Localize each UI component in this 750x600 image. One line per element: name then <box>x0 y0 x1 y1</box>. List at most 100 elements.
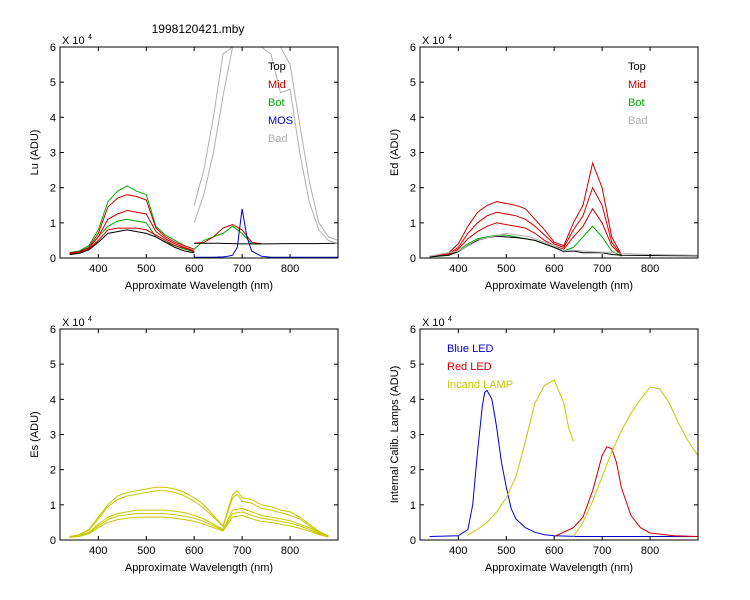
series-line-mid <box>429 161 622 257</box>
y-tick-label: 3 <box>410 430 416 442</box>
y-tick-label: 1 <box>410 500 416 512</box>
legend-entry: Top <box>628 61 646 73</box>
x-tick-label: 800 <box>281 263 299 275</box>
axis-multiplier-exponent: 4 <box>448 316 452 323</box>
y-tick-label: 5 <box>50 359 56 371</box>
series-line-bad-2 <box>193 47 338 241</box>
series-line-mid-2 <box>69 209 195 254</box>
series-line-red-led <box>553 446 698 537</box>
x-tick-label: 800 <box>281 545 299 557</box>
axis-multiplier-exponent: 4 <box>448 34 452 41</box>
series-line-es-high-2 <box>69 490 329 537</box>
x-axis-label: Approximate Wavelength (nm) <box>485 562 633 574</box>
legend-entry: Top <box>268 61 286 73</box>
legend-entry: Mid <box>628 79 646 91</box>
legend-entry: Bot <box>628 97 645 109</box>
series-line-top <box>429 235 698 258</box>
x-tick-label: 500 <box>137 545 155 557</box>
legend-entry: Bad <box>628 115 648 127</box>
x-tick-label: 800 <box>641 545 659 557</box>
y-axis-label: Ed (ADU) <box>389 129 401 176</box>
y-tick-label: 3 <box>50 148 56 160</box>
y-tick-label: 1 <box>410 218 416 230</box>
series-group <box>69 47 338 258</box>
x-tick-label: 700 <box>593 263 611 275</box>
axis-multiplier: X 10 <box>62 35 85 47</box>
y-tick-label: 0 <box>50 253 56 265</box>
x-tick-label: 600 <box>545 545 563 557</box>
y-tick-label: 5 <box>410 359 416 371</box>
x-tick-label: 500 <box>497 263 515 275</box>
figure-title: 1998120421.mby <box>152 22 245 36</box>
y-tick-label: 2 <box>50 183 56 195</box>
series-line-incand-lamp-2 <box>572 386 698 537</box>
series-line-es-mid-2 <box>69 511 329 538</box>
y-tick-label: 3 <box>410 148 416 160</box>
y-tick-label: 2 <box>410 465 416 477</box>
series-line-es-low <box>69 514 329 538</box>
axis-multiplier: X 10 <box>422 35 445 47</box>
x-tick-label: 700 <box>593 545 611 557</box>
legend-entry: Bot <box>268 97 285 109</box>
legend-entry: MOS <box>268 115 293 127</box>
y-tick-label: 1 <box>50 500 56 512</box>
plot-frame <box>59 46 339 259</box>
series-line-mid-3 <box>429 207 622 258</box>
x-tick-label: 400 <box>89 545 107 557</box>
axis-multiplier: X 10 <box>422 317 445 329</box>
series-line-bad <box>429 232 698 257</box>
x-axis-label: Approximate Wavelength (nm) <box>485 280 633 292</box>
y-tick-label: 6 <box>410 324 416 336</box>
x-tick-label: 400 <box>449 545 467 557</box>
y-axis-label: Es (ADU) <box>29 411 41 457</box>
series-line-mid-2 <box>429 186 622 257</box>
series-line-blue-led <box>429 389 698 537</box>
series-line-es-high <box>69 486 329 537</box>
y-tick-label: 4 <box>410 112 416 124</box>
y-tick-label: 4 <box>410 394 416 406</box>
y-tick-label: 0 <box>410 253 416 265</box>
x-tick-label: 500 <box>497 545 515 557</box>
y-tick-label: 0 <box>50 535 56 547</box>
series-line-incand-lamp <box>467 379 574 536</box>
legend-entry: Mid <box>268 79 286 91</box>
y-tick-label: 0 <box>410 535 416 547</box>
series-line-mid <box>69 194 195 254</box>
x-tick-label: 700 <box>233 263 251 275</box>
plot-frame <box>419 46 699 259</box>
axis-multiplier-exponent: 4 <box>88 34 92 41</box>
axis-multiplier: X 10 <box>62 317 85 329</box>
y-tick-label: 2 <box>410 183 416 195</box>
x-axis-label: Approximate Wavelength (nm) <box>125 280 273 292</box>
series-line-mos <box>194 208 338 258</box>
series-line-mid-3 <box>69 227 195 255</box>
legend-entry: Blue LED <box>447 343 494 355</box>
plot-frame <box>59 328 339 541</box>
legend-entry: Bad <box>268 133 288 145</box>
series-group <box>429 379 698 537</box>
y-tick-label: 4 <box>50 112 56 124</box>
y-tick-label: 5 <box>50 77 56 89</box>
series-line-top-2 <box>194 242 338 245</box>
series-line-mid-4 <box>194 224 262 245</box>
y-tick-label: 2 <box>50 465 56 477</box>
axis-multiplier-exponent: 4 <box>88 316 92 323</box>
x-tick-label: 400 <box>449 263 467 275</box>
y-axis-label: Lu (ADU) <box>29 130 41 176</box>
x-axis-label: Approximate Wavelength (nm) <box>125 562 273 574</box>
y-tick-label: 5 <box>410 77 416 89</box>
legend-entry: Red LED <box>447 361 492 373</box>
x-tick-label: 400 <box>89 263 107 275</box>
y-tick-label: 4 <box>50 394 56 406</box>
y-tick-label: 6 <box>50 42 56 54</box>
y-axis-label: Internal Calib. Lamps (ADU) <box>389 366 401 504</box>
series-line-bot <box>69 185 262 254</box>
series-group <box>429 161 698 258</box>
x-tick-label: 800 <box>641 263 659 275</box>
y-tick-label: 6 <box>410 42 416 54</box>
x-tick-label: 600 <box>185 545 203 557</box>
